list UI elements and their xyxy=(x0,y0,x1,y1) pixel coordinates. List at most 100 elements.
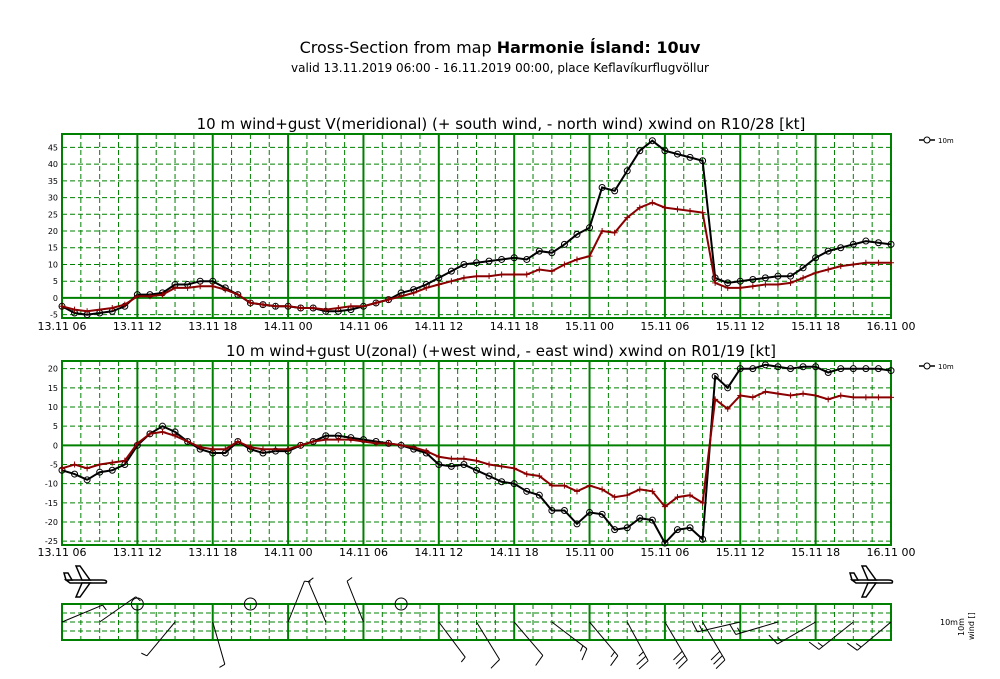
wind-barb-flag xyxy=(710,650,721,661)
gust-point xyxy=(523,255,531,263)
x-tick-label: 13.11 06 xyxy=(38,320,87,333)
mean-point xyxy=(536,266,543,273)
x-tick-label: 14.11 12 xyxy=(414,320,463,333)
wind-barb-flag xyxy=(638,660,649,670)
y-tick-label: 20 xyxy=(48,227,58,236)
mean-point xyxy=(586,482,593,489)
mean-point xyxy=(297,304,304,311)
mean-point xyxy=(825,396,832,403)
y-tick-label: 15 xyxy=(48,244,58,253)
x-tick-label: 15.11 00 xyxy=(565,320,614,333)
gust-point xyxy=(485,257,493,265)
wind-barb-shaft xyxy=(476,621,500,660)
zonal-panel: 10 m wind+gust U(zonal) (+west wind, - e… xyxy=(38,342,954,559)
mean-point xyxy=(172,284,179,291)
mean-point xyxy=(687,492,694,499)
wind-barb-flag xyxy=(715,659,726,669)
mean-point xyxy=(649,488,656,495)
mean-point xyxy=(624,214,631,221)
mean-point xyxy=(850,261,857,268)
mean-point xyxy=(498,463,505,470)
gust-point xyxy=(787,272,795,280)
mean-point xyxy=(486,461,493,468)
mean-point xyxy=(561,261,568,268)
mean-point xyxy=(310,304,317,311)
gust-point xyxy=(447,462,455,470)
x-tick-label: 15.11 06 xyxy=(640,546,689,559)
mean-point xyxy=(774,390,781,397)
mean-point xyxy=(586,253,593,260)
mean-point xyxy=(800,390,807,397)
mean-point xyxy=(649,199,656,206)
mean-point xyxy=(121,457,128,464)
gust-point xyxy=(573,520,581,528)
wind-barb-shaft xyxy=(551,621,588,650)
wind-barb-flag xyxy=(490,659,500,669)
mean-point xyxy=(410,444,417,451)
x-tick-label: 13.11 06 xyxy=(38,546,87,559)
y-tick-label: -20 xyxy=(45,518,58,527)
mean-point xyxy=(511,271,518,278)
panel-title: 10 m wind+gust U(zonal) (+west wind, - e… xyxy=(226,342,776,360)
mean-point xyxy=(460,455,467,462)
x-tick-label: 16.11 00 xyxy=(867,546,916,559)
wind-barb-half-flag xyxy=(102,604,107,611)
barb-wind-label: wind [] xyxy=(967,612,976,640)
gust-point xyxy=(673,150,681,158)
y-tick-label: 10 xyxy=(48,403,58,412)
wind-barb-shaft xyxy=(513,621,544,656)
wind-barb-flag xyxy=(691,620,698,633)
gust-point xyxy=(661,147,669,155)
y-tick-label: -25 xyxy=(45,537,58,546)
mean-point xyxy=(84,465,91,472)
mean-point xyxy=(599,486,606,493)
mean-point xyxy=(172,432,179,439)
gust-point xyxy=(498,478,506,486)
legend-marker xyxy=(923,136,931,144)
mean-point xyxy=(423,284,430,291)
mean-point xyxy=(762,281,769,288)
gust-point xyxy=(849,240,857,248)
mean-point xyxy=(862,259,869,266)
mean-point xyxy=(473,273,480,280)
mean-point xyxy=(699,499,706,506)
chart-subtitle: valid 13.11.2019 06:00 - 16.11.2019 00:0… xyxy=(290,61,709,75)
mean-point xyxy=(850,394,857,401)
wind-barb-half-flag xyxy=(579,645,584,652)
wind-barb-shaft xyxy=(818,621,854,650)
gust-point xyxy=(887,367,895,375)
wind-barb-shaft xyxy=(146,621,176,657)
mean-point xyxy=(787,279,794,286)
y-tick-label: 30 xyxy=(48,194,58,203)
gust-point xyxy=(560,240,568,248)
x-tick-label: 14.11 18 xyxy=(490,546,539,559)
gust-point xyxy=(799,363,807,371)
y-tick-label: 5 xyxy=(53,422,58,431)
mean-point xyxy=(322,436,329,443)
gust-point xyxy=(548,507,556,514)
y-tick-label: -15 xyxy=(45,499,58,508)
wind-barb-flag xyxy=(673,650,683,661)
mean-point xyxy=(209,446,216,453)
mean-point xyxy=(511,465,518,472)
wind-barb-shaft xyxy=(99,596,137,623)
mean-point xyxy=(121,301,128,308)
x-tick-label: 13.11 12 xyxy=(113,546,162,559)
mean-point xyxy=(712,396,719,403)
wind-barb-half-flag xyxy=(817,642,824,647)
mean-point xyxy=(888,394,894,401)
x-tick-label: 13.11 12 xyxy=(113,320,162,333)
mean-point xyxy=(661,503,668,510)
x-tick-label: 15.11 18 xyxy=(791,546,840,559)
gust-point xyxy=(83,476,91,484)
mean-point xyxy=(737,284,744,291)
gust-point xyxy=(749,365,757,373)
mean-point xyxy=(435,281,442,288)
mean-point xyxy=(486,273,493,280)
mean-point xyxy=(636,204,643,211)
wind-barb-shaft xyxy=(702,621,726,661)
mean-point xyxy=(96,306,103,313)
x-tick-label: 15.11 06 xyxy=(640,320,689,333)
wind-barb-half-flag xyxy=(638,651,644,657)
